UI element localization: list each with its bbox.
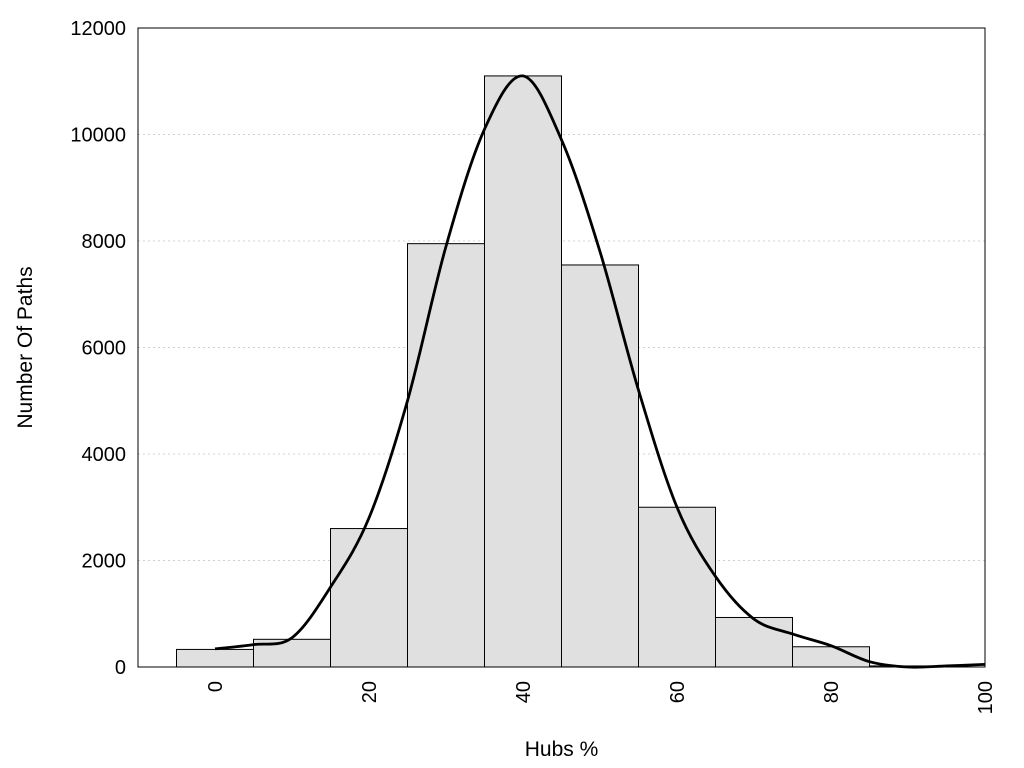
histogram-bar (484, 75, 562, 668)
y-tick-label: 2000 (82, 551, 127, 573)
y-tick-label: 0 (115, 657, 126, 679)
histogram-bar (715, 616, 793, 668)
y-tick-label: 12000 (70, 18, 126, 40)
histogram-bar (638, 506, 716, 668)
x-tick-label: 80 (821, 681, 843, 703)
x-tick-label: 40 (513, 681, 535, 703)
plot-frame (137, 27, 986, 668)
histogram-bar (176, 648, 254, 668)
grid-lines (138, 134, 985, 561)
x-tick-label: 60 (667, 681, 689, 703)
y-tick-label: 4000 (82, 444, 127, 466)
y-tick-label: 8000 (82, 231, 127, 253)
x-tick-label: 0 (205, 681, 227, 692)
y-axis-title: Number Of Paths (14, 266, 37, 428)
y-axis-ticks: 0 2000 4000 6000 8000 10000 12000 (70, 18, 126, 679)
histogram-bar (330, 528, 408, 668)
x-tick-label: 100 (975, 681, 997, 714)
x-tick-label: 20 (359, 681, 381, 703)
x-axis-title: Hubs % (525, 738, 599, 761)
histogram-bar (561, 264, 639, 668)
x-axis-ticks: 0 20 40 60 80 100 (205, 681, 997, 714)
histogram-bar (407, 243, 485, 668)
density-curve-layer (214, 74, 986, 669)
y-tick-label: 6000 (82, 338, 127, 360)
density-curve (214, 74, 986, 669)
histogram-bars (176, 75, 947, 668)
y-tick-label: 10000 (70, 125, 126, 147)
